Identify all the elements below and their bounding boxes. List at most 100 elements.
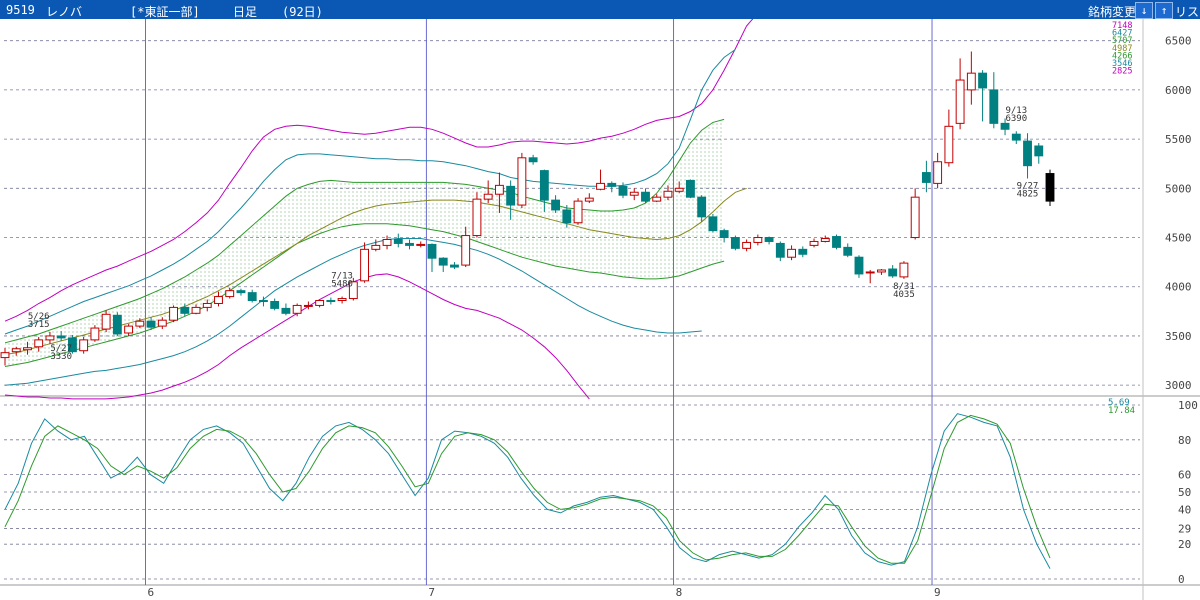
candle-body (1011, 133, 1021, 141)
change-symbol-menu[interactable]: 銘柄変更 (1088, 5, 1137, 19)
candle (798, 246, 808, 258)
candle-body (618, 185, 628, 196)
candle-body (191, 306, 201, 314)
reference-value: 4266 (1112, 51, 1132, 61)
stochastic-line (4, 413, 1051, 569)
candle (517, 152, 527, 208)
bollinger-lower1-line (4, 238, 702, 386)
candle-body (56, 335, 66, 339)
candle-body (798, 248, 808, 255)
candle-body (124, 325, 134, 334)
osc-tick-label: 80 (1178, 434, 1191, 447)
candle-body (596, 182, 605, 190)
candle-body (292, 304, 302, 314)
candle (562, 205, 572, 228)
candle (584, 193, 594, 204)
candle (56, 331, 66, 341)
candle (494, 172, 504, 213)
arrow-up-icon[interactable]: ↑ (1155, 2, 1173, 19)
candle (11, 346, 21, 356)
candle-body (1023, 140, 1032, 167)
annotation-date: 9/13 (1005, 106, 1027, 116)
candle-body (910, 196, 920, 239)
candle (0, 347, 10, 366)
annotation-price: 3330 (50, 352, 72, 362)
candle-body (832, 236, 841, 248)
candle-body (517, 157, 527, 206)
candle (292, 303, 302, 317)
price-tick-label: 3500 (1165, 330, 1192, 343)
candle (1045, 169, 1055, 207)
candle (944, 109, 954, 167)
candle-body (674, 187, 684, 192)
day-count: (92日) (282, 5, 323, 19)
candle-body (315, 300, 325, 306)
candle-body (326, 300, 336, 303)
candle (146, 317, 156, 331)
candle-body (34, 339, 44, 348)
candle-body (708, 216, 718, 232)
bollinger-bands (4, 19, 754, 400)
candle-body (101, 313, 111, 330)
candle-body (854, 256, 864, 275)
osc-tick-label: 20 (1178, 538, 1191, 551)
candle-body (787, 248, 796, 258)
month-label: 7 (428, 586, 435, 599)
annotation-date: 5/27 (50, 344, 72, 354)
candle-body (865, 271, 875, 274)
candle-body (663, 190, 673, 198)
candle-body (1000, 122, 1010, 130)
candle-body (112, 314, 122, 335)
candle (719, 228, 729, 243)
candle-body (67, 337, 77, 353)
candle (573, 198, 583, 225)
osc-tick-label: 29 (1178, 523, 1191, 536)
candle (259, 296, 268, 307)
price-tick-label: 6500 (1165, 35, 1192, 48)
price-tick-label: 4500 (1165, 232, 1192, 245)
reference-value: 7148 (1112, 21, 1132, 31)
candle-body (877, 269, 886, 273)
candle (978, 70, 988, 122)
candle (663, 185, 673, 201)
candle (405, 239, 414, 250)
candlesticks (0, 51, 1055, 366)
candle (551, 195, 561, 213)
candle (180, 303, 190, 317)
candle (775, 241, 785, 262)
annotation-price: 5480 (331, 280, 353, 290)
month-label: 8 (676, 586, 683, 599)
candle-body (1034, 145, 1044, 157)
bollinger-upper2-line (4, 19, 754, 322)
candle-body (438, 257, 448, 266)
candle (652, 194, 662, 203)
candle-body (966, 72, 976, 91)
candle (236, 288, 246, 296)
candle (933, 152, 943, 189)
market-label: [*東証一部] (130, 5, 200, 19)
candle (674, 181, 684, 194)
candle-body (180, 306, 190, 314)
candle (90, 325, 100, 342)
annotation-price: 3715 (28, 320, 50, 330)
arrow-down-icon[interactable]: ↓ (1135, 2, 1153, 19)
candle (135, 318, 145, 329)
candle (247, 289, 257, 303)
candle-body (742, 241, 752, 249)
bollinger-lower-s-line (4, 223, 725, 367)
candle (225, 287, 235, 299)
osc-tick-label: 60 (1178, 469, 1191, 482)
annotation-date: 8/31 (893, 282, 915, 292)
candle-body (348, 281, 358, 300)
candle-body (494, 184, 504, 195)
candle (371, 239, 381, 252)
candle (843, 243, 853, 258)
candle-body (416, 243, 426, 246)
list-button[interactable]: リスト (1175, 5, 1200, 19)
candle (45, 332, 55, 344)
candle (112, 312, 122, 336)
candle (708, 213, 718, 233)
candle-body (562, 209, 572, 224)
candle-body (11, 348, 21, 353)
candle (877, 269, 886, 275)
